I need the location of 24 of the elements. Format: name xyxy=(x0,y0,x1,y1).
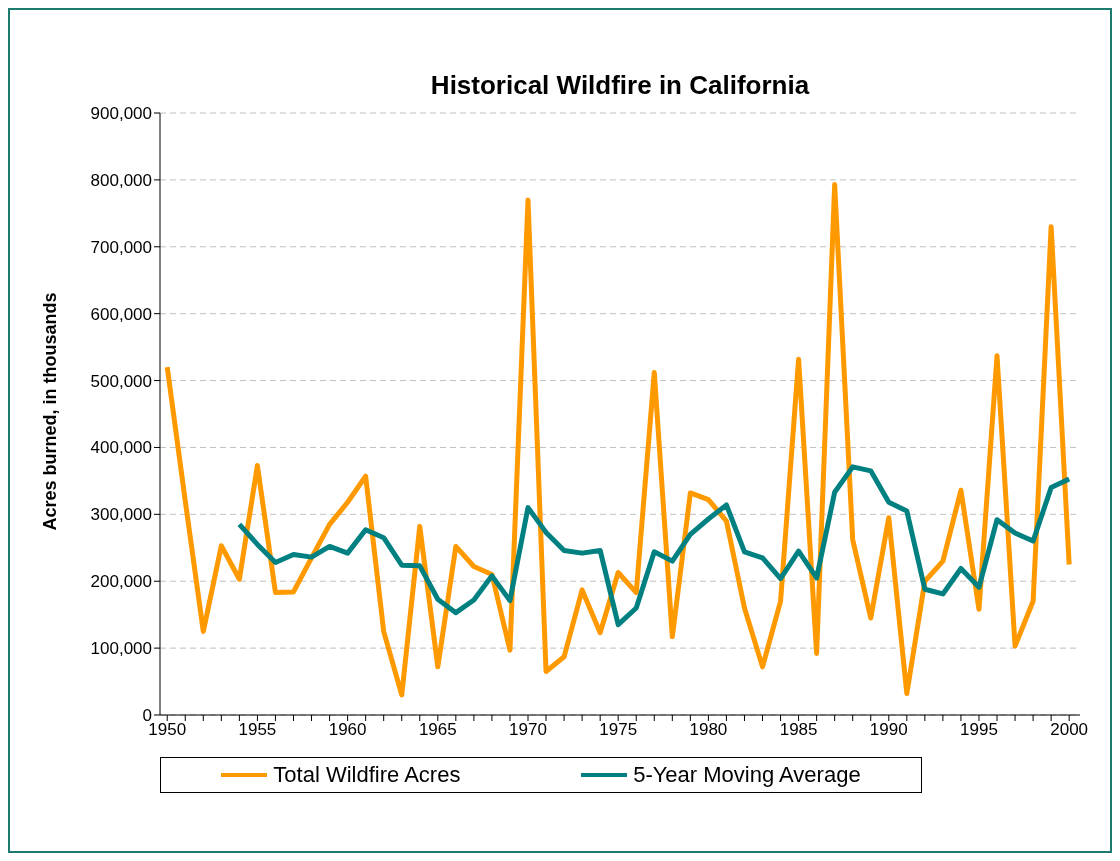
y-tick-label: 100,000 xyxy=(90,639,152,659)
legend-label: Total Wildfire Acres xyxy=(273,762,461,788)
x-tick-label: 1995 xyxy=(960,720,998,740)
y-tick-label: 900,000 xyxy=(90,104,152,124)
y-tick-label: 400,000 xyxy=(90,438,152,458)
legend-label: 5-Year Moving Average xyxy=(633,762,861,788)
x-tick-label: 1975 xyxy=(599,720,638,740)
y-tick-label: 700,000 xyxy=(90,237,152,257)
x-tick-label: 1990 xyxy=(869,720,908,740)
chart-title: Historical Wildfire in California xyxy=(429,70,811,101)
y-tick-label: 200,000 xyxy=(90,572,152,592)
y-axis-title: Acres burned, in thousands xyxy=(39,291,61,531)
x-tick-label: 2000 xyxy=(1050,720,1089,740)
x-tick-label: 1950 xyxy=(148,720,187,740)
x-tick-label: 1960 xyxy=(328,720,367,740)
y-tick-label: 500,000 xyxy=(90,371,152,391)
y-tick-label: 600,000 xyxy=(90,304,152,324)
x-tick-label: 1955 xyxy=(238,720,277,740)
x-tick-label: 1980 xyxy=(689,720,728,740)
y-tick-label: 800,000 xyxy=(90,170,152,190)
x-tick-label: 1970 xyxy=(509,720,547,740)
y-tick-label: 300,000 xyxy=(90,505,152,525)
x-tick-label: 1985 xyxy=(779,720,818,740)
x-tick-label: 1965 xyxy=(418,720,457,740)
